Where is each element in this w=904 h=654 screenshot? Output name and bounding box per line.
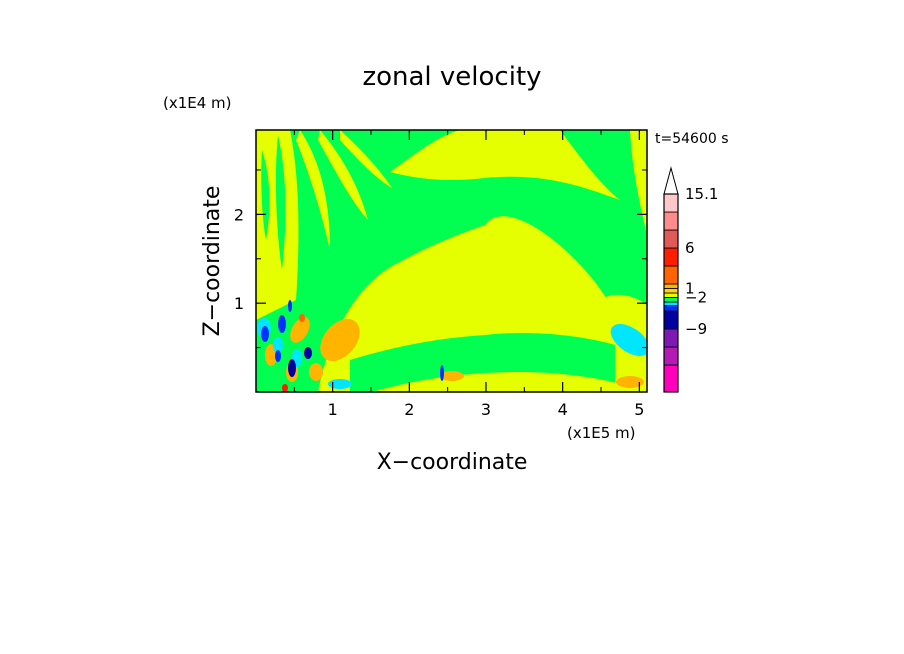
colorbar-block — [663, 229, 679, 249]
colorbar-block — [663, 301, 679, 306]
colorbar-label: 15.1 — [685, 185, 718, 203]
colorbar-block — [663, 292, 679, 298]
colorbar-block — [663, 193, 679, 213]
colorbar-block — [663, 310, 679, 330]
x-axis-title: X−coordinate — [377, 450, 528, 475]
time-label: t=54600 s — [655, 131, 729, 147]
colorbar-block — [663, 297, 679, 303]
contour-field — [256, 130, 647, 392]
x-axis-ticks: 1 2 3 4 5 — [293, 130, 644, 419]
colorbar-label: −2 — [685, 289, 707, 307]
colorbar-label: 1 — [685, 280, 695, 298]
y-tick-label: 1 — [234, 294, 244, 313]
y-scale-label: (x1E4 m) — [163, 94, 232, 112]
y-tick-label: 2 — [234, 205, 244, 224]
colorbar-block — [663, 247, 679, 267]
colorbar-block — [663, 211, 679, 231]
colorbar-label: 6 — [685, 239, 695, 257]
colorbar-block — [663, 305, 679, 312]
x-tick-label: 1 — [328, 400, 338, 419]
colorbar-block — [663, 288, 679, 294]
colorbar: 15.1 6 1−2 −9 — [663, 166, 718, 393]
colorbar-block — [663, 283, 679, 289]
plot-frame — [255, 129, 648, 393]
chart-title: zonal velocity — [362, 62, 541, 92]
y-axis-title: Z−coordinate — [200, 186, 225, 337]
colorbar-label: −9 — [685, 320, 707, 338]
colorbar-block — [663, 328, 679, 348]
x-tick-label: 5 — [634, 400, 644, 419]
y-axis-ticks: 12 — [234, 169, 647, 349]
x-tick-label: 4 — [558, 400, 568, 419]
x-tick-label: 2 — [404, 400, 414, 419]
colorbar-block — [663, 346, 679, 366]
colorbar-block — [663, 364, 679, 393]
colorbar-block — [663, 265, 679, 285]
x-tick-label: 3 — [481, 400, 491, 419]
x-scale-label: (x1E5 m) — [567, 424, 636, 442]
colorbar-arrow — [663, 166, 679, 195]
colorbar-frame — [663, 193, 679, 393]
